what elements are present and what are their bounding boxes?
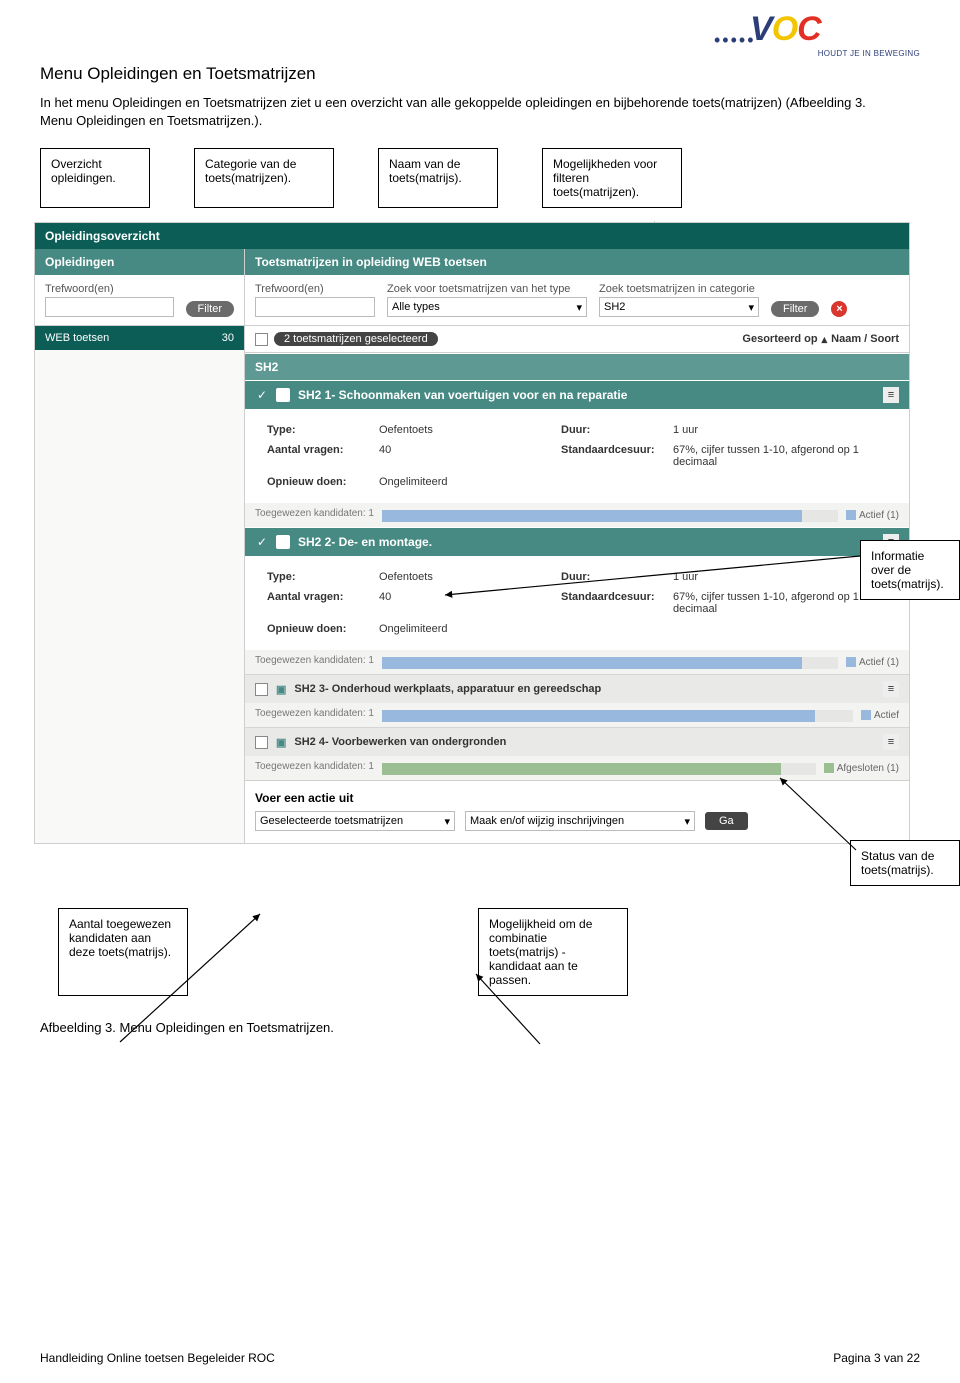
rf-trefwoord-input[interactable]: [255, 297, 375, 317]
action-select-1[interactable]: Geselecteerde toetsmatrijzen ▾: [255, 811, 455, 831]
assigned-row: Toegewezen kandidaten: 1Actief (1): [245, 503, 909, 527]
item-title: SH2 3- Onderhoud werkplaats, apparatuur …: [294, 683, 601, 695]
item-header-collapsed[interactable]: ▣SH2 4- Voorbewerken van ondergronden≡: [245, 727, 909, 756]
selection-count: 2 toetsmatrijzen geselecteerd: [274, 332, 438, 346]
item-details: Type:OefentoetsDuur:1 uurAantal vragen:4…: [245, 556, 909, 650]
item-header[interactable]: SH2 2- De- en montage.≡: [245, 527, 909, 556]
rf-button[interactable]: Filter: [771, 301, 819, 317]
action-head: Voer een actie uit: [245, 781, 909, 811]
category-header: SH2: [245, 353, 909, 380]
rf-cat-select[interactable]: SH2 ▾: [599, 297, 759, 317]
action-sel1-value: Geselecteerde toetsmatrijzen: [260, 815, 403, 827]
logo-dots: •••••: [714, 30, 756, 51]
assigned-row: Toegewezen kandidaten: 1Actief (1): [245, 650, 909, 674]
menu-icon[interactable]: ≡: [883, 681, 899, 697]
callout-overzicht: Overzicht opleidingen.: [40, 148, 150, 208]
action-sel2-value: Maak en/of wijzig inschrijvingen: [470, 815, 624, 827]
left-tab[interactable]: Opleidingen: [35, 249, 244, 275]
logo-sub: HOUDT JE IN BEWEGING: [750, 49, 920, 58]
rf-cat-value: SH2: [604, 301, 625, 313]
sort-label: Gesorteerd op: [742, 333, 817, 345]
callout-status: Status van de toets(matrijs).: [850, 840, 960, 886]
item-checkbox[interactable]: [255, 536, 268, 549]
item-checkbox[interactable]: [255, 683, 268, 696]
action-select-2[interactable]: Maak en/of wijzig inschrijvingen ▾: [465, 811, 695, 831]
rf-type-value: Alle types: [392, 301, 440, 313]
select-all-checkbox[interactable]: [255, 333, 268, 346]
left-filter-button[interactable]: Filter: [186, 301, 234, 317]
rf-trefwoord-label: Trefwoord(en): [255, 283, 375, 295]
callout-combinatie: Mogelijkheid om de combinatie toets(matr…: [478, 908, 628, 996]
figure-caption: Afbeelding 3. Menu Opleidingen en Toetsm…: [40, 1020, 920, 1035]
page-title: Menu Opleidingen en Toetsmatrijzen: [40, 64, 920, 84]
left-list-count: 30: [222, 332, 234, 344]
rf-type-select[interactable]: Alle types ▾: [387, 297, 587, 317]
logo-text: VOC: [750, 10, 920, 49]
callout-info: Informatie over de toets(matrijs).: [860, 540, 960, 600]
chevron-down-icon: ▾: [576, 301, 582, 314]
callout-aantal: Aantal toegewezen kandidaten aan deze to…: [58, 908, 188, 996]
callout-categorie: Categorie van de toets(matrijzen).: [194, 148, 334, 208]
chevron-down-icon: ▾: [748, 301, 754, 314]
rf-cat-label: Zoek toetsmatrijzen in categorie: [599, 283, 759, 295]
footer-right: Pagina 3 van 22: [833, 1351, 920, 1365]
left-list-item[interactable]: WEB toetsen 30: [35, 326, 244, 350]
left-filter-label: Trefwoord(en): [45, 283, 174, 295]
close-icon[interactable]: ×: [831, 301, 847, 317]
item-header-collapsed[interactable]: ▣SH2 3- Onderhoud werkplaats, apparatuur…: [245, 674, 909, 703]
right-tab: Toetsmatrijzen in opleiding WEB toetsen: [245, 249, 909, 275]
chevron-down-icon: ▾: [684, 815, 690, 828]
doc-icon: [276, 388, 290, 402]
rf-type-label: Zoek voor toetsmatrijzen van het type: [387, 283, 587, 295]
topbar: Opleidingsoverzicht: [35, 223, 909, 249]
go-button[interactable]: Ga: [705, 812, 748, 830]
item-header[interactable]: SH2 1- Schoonmaken van voertuigen voor e…: [245, 380, 909, 409]
item-title: SH2 2- De- en montage.: [298, 535, 432, 549]
assigned-row: Toegewezen kandidaten: 1Afgesloten (1): [245, 756, 909, 780]
menu-icon[interactable]: ≡: [883, 387, 899, 403]
intro-text: In het menu Opleidingen en Toetsmatrijze…: [40, 94, 900, 130]
footer-left: Handleiding Online toetsen Begeleider RO…: [40, 1351, 275, 1365]
sort-value[interactable]: Naam / Soort: [831, 333, 899, 345]
menu-icon[interactable]: ≡: [883, 734, 899, 750]
item-title: SH2 1- Schoonmaken van voertuigen voor e…: [298, 388, 627, 402]
item-title: SH2 4- Voorbewerken van ondergronden: [294, 736, 506, 748]
assigned-row: Toegewezen kandidaten: 1Actief: [245, 703, 909, 727]
left-filter-input[interactable]: [45, 297, 174, 317]
callout-naam: Naam van de toets(matrijs).: [378, 148, 498, 208]
screenshot: Opleidingsoverzicht Opleidingen Trefwoor…: [34, 222, 910, 844]
chevron-down-icon: ▾: [444, 815, 450, 828]
doc-icon: [276, 535, 290, 549]
item-details: Type:OefentoetsDuur:1 uurAantal vragen:4…: [245, 409, 909, 503]
item-checkbox[interactable]: [255, 389, 268, 402]
sort-icon[interactable]: ▴: [822, 333, 828, 346]
left-list-name: WEB toetsen: [45, 332, 109, 344]
logo: ••••• VOC HOUDT JE IN BEWEGING: [750, 10, 920, 60]
item-checkbox[interactable]: [255, 736, 268, 749]
top-callouts: Overzicht opleidingen. Categorie van de …: [40, 148, 920, 208]
callout-filter: Mogelijkheden voor filteren toets(matrij…: [542, 148, 682, 208]
